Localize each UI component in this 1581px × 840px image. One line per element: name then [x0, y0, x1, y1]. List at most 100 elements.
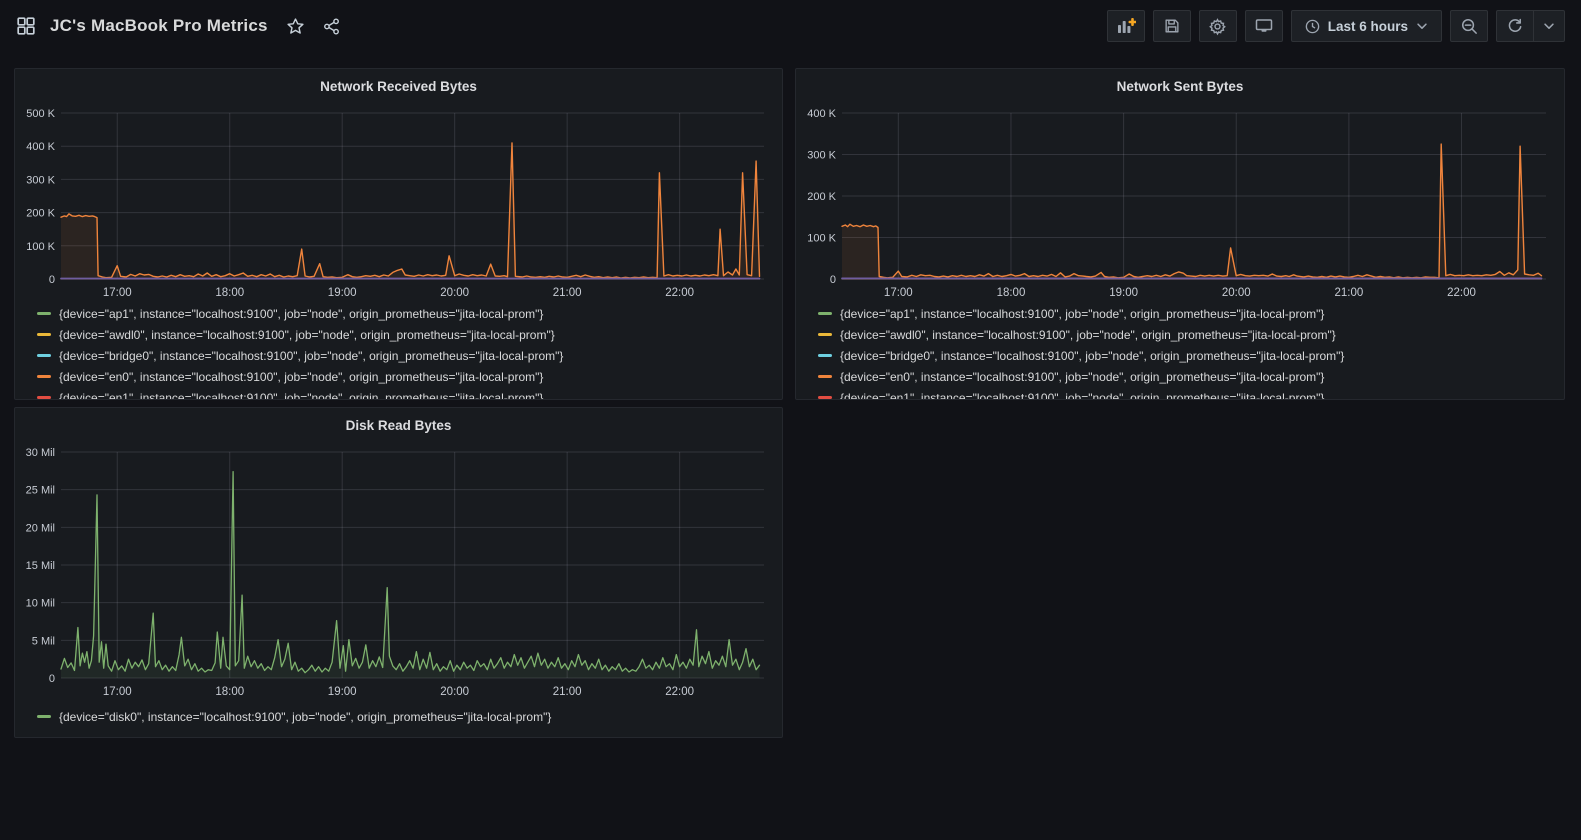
svg-text:22:00: 22:00 [665, 287, 694, 299]
apps-grid-icon[interactable] [14, 14, 38, 38]
legend-item[interactable]: {device="en0", instance="localhost:9100"… [37, 366, 774, 387]
refresh-icon [1508, 18, 1522, 32]
chevron-down-icon [1417, 23, 1427, 29]
svg-text:21:00: 21:00 [553, 287, 582, 299]
svg-text:19:00: 19:00 [328, 287, 357, 299]
svg-text:20:00: 20:00 [440, 686, 469, 698]
legend-item[interactable]: {device="en1", instance="localhost:9100"… [818, 387, 1556, 400]
cycle-view-mode-button[interactable] [1244, 10, 1283, 42]
panel-network-sent-bytes: Network Sent Bytes 0 100 K 200 K 300 K 400 K… [795, 68, 1565, 400]
svg-text:5 Mil: 5 Mil [32, 635, 55, 647]
legend-item[interactable]: {device="en0", instance="localhost:9100"… [818, 366, 1556, 387]
monitor-icon [1255, 19, 1272, 32]
legend-item[interactable]: {device="en1", instance="localhost:9100"… [37, 387, 774, 400]
svg-text:19:00: 19:00 [328, 686, 357, 698]
add-panel-button[interactable] [1106, 10, 1145, 42]
star-icon[interactable] [284, 14, 308, 38]
series-color-swatch [818, 375, 832, 378]
svg-text:20:00: 20:00 [440, 287, 469, 299]
svg-text:300 K: 300 K [26, 174, 55, 186]
svg-text:18:00: 18:00 [215, 686, 244, 698]
svg-text:17:00: 17:00 [103, 287, 132, 299]
svg-text:0: 0 [49, 673, 55, 685]
svg-text:20 Mil: 20 Mil [26, 522, 55, 534]
legend-item[interactable]: {device="ap1", instance="localhost:9100"… [818, 303, 1556, 324]
dashboard-toolbar: Last 6 hours [1106, 10, 1565, 42]
svg-text:19:00: 19:00 [1109, 287, 1138, 299]
panel-title[interactable]: Network Sent Bytes [1116, 79, 1244, 94]
svg-text:21:00: 21:00 [1334, 287, 1363, 299]
refresh-button-group [1496, 10, 1565, 42]
series-color-swatch [37, 715, 51, 718]
time-range-picker[interactable]: Last 6 hours [1290, 10, 1442, 42]
svg-text:400 K: 400 K [807, 108, 836, 120]
series-label: {device="disk0", instance="localhost:910… [59, 709, 552, 724]
share-icon[interactable] [320, 14, 344, 38]
series-color-swatch [818, 333, 832, 336]
network-received-chart[interactable]: 0 100 K 200 K 300 K 400 K 500 K 17:00 18:00 19:0… [23, 101, 774, 301]
legend-item[interactable]: {device="disk0", instance="localhost:910… [37, 706, 774, 727]
dashboard-title: JC's MacBook Pro Metrics [50, 16, 268, 35]
legend-item[interactable]: {device="ap1", instance="localhost:9100"… [37, 303, 774, 324]
legend: {device="ap1", instance="localhost:9100"… [23, 303, 774, 400]
legend-item[interactable]: {device="awdl0", instance="localhost:910… [37, 324, 774, 345]
series-color-swatch [37, 333, 51, 336]
panel-title[interactable]: Disk Read Bytes [345, 418, 452, 433]
svg-text:300 K: 300 K [807, 150, 836, 162]
refresh-interval-button[interactable] [1534, 10, 1565, 42]
svg-text:0: 0 [830, 274, 836, 286]
series-label: {device="awdl0", instance="localhost:910… [59, 327, 555, 342]
svg-text:30 Mil: 30 Mil [26, 447, 55, 459]
gear-icon [1209, 17, 1227, 35]
add-panel-icon [1117, 18, 1136, 33]
legend-item[interactable]: {device="awdl0", instance="localhost:910… [818, 324, 1556, 345]
svg-text:22:00: 22:00 [665, 686, 694, 698]
zoom-out-icon [1461, 18, 1477, 34]
series-label: {device="ap1", instance="localhost:9100"… [840, 306, 1325, 321]
panel-disk-read-bytes: Disk Read Bytes 0 5 Mil 10 Mil 15 Mil 20 Mil… [14, 407, 783, 738]
svg-text:200 K: 200 K [807, 191, 836, 203]
series-label: {device="awdl0", instance="localhost:910… [840, 327, 1336, 342]
zoom-out-time-button[interactable] [1450, 10, 1488, 42]
network-sent-chart[interactable]: 0 100 K 200 K 300 K 400 K 17:00 18:00 19:00 20:0… [804, 101, 1556, 301]
series-label: {device="en1", instance="localhost:9100"… [840, 390, 1325, 400]
svg-text:500 K: 500 K [26, 108, 55, 120]
series-color-swatch [37, 375, 51, 378]
svg-text:17:00: 17:00 [103, 686, 132, 698]
refresh-dashboard-button[interactable] [1496, 10, 1534, 42]
svg-text:0: 0 [49, 274, 55, 286]
panel-network-received-bytes: Network Received Bytes 0 100 K 200 K 300 K 4… [14, 68, 783, 400]
save-icon [1165, 19, 1179, 33]
svg-text:400 K: 400 K [26, 141, 55, 153]
svg-text:15 Mil: 15 Mil [26, 560, 55, 572]
series-color-swatch [37, 354, 51, 357]
series-label: {device="bridge0", instance="localhost:9… [840, 348, 1345, 363]
svg-text:25 Mil: 25 Mil [26, 485, 55, 497]
series-color-swatch [818, 354, 832, 357]
series-label: {device="bridge0", instance="localhost:9… [59, 348, 564, 363]
series-label: {device="ap1", instance="localhost:9100"… [59, 306, 544, 321]
clock-icon [1305, 19, 1320, 33]
svg-text:20:00: 20:00 [1222, 287, 1251, 299]
svg-text:100 K: 100 K [807, 233, 836, 245]
svg-text:200 K: 200 K [26, 208, 55, 220]
svg-text:22:00: 22:00 [1447, 287, 1476, 299]
dashboard-settings-button[interactable] [1198, 10, 1237, 42]
svg-text:17:00: 17:00 [884, 287, 913, 299]
series-label: {device="en1", instance="localhost:9100"… [59, 390, 544, 400]
legend-item[interactable]: {device="bridge0", instance="localhost:9… [37, 345, 774, 366]
svg-text:10 Mil: 10 Mil [26, 598, 55, 610]
chevron-down-icon [1544, 23, 1554, 29]
legend: {device="disk0", instance="localhost:910… [23, 706, 774, 727]
panel-title[interactable]: Network Received Bytes [320, 79, 477, 94]
series-label: {device="en0", instance="localhost:9100"… [840, 369, 1325, 384]
disk-read-chart[interactable]: 0 5 Mil 10 Mil 15 Mil 20 Mil 25 Mil 30 Mil 17:0… [23, 440, 774, 700]
svg-text:100 K: 100 K [26, 241, 55, 253]
svg-text:21:00: 21:00 [553, 686, 582, 698]
legend-item[interactable]: {device="bridge0", instance="localhost:9… [818, 345, 1556, 366]
time-range-label: Last 6 hours [1327, 18, 1408, 34]
svg-text:18:00: 18:00 [997, 287, 1026, 299]
save-dashboard-button[interactable] [1152, 10, 1191, 42]
series-label: {device="en0", instance="localhost:9100"… [59, 369, 544, 384]
